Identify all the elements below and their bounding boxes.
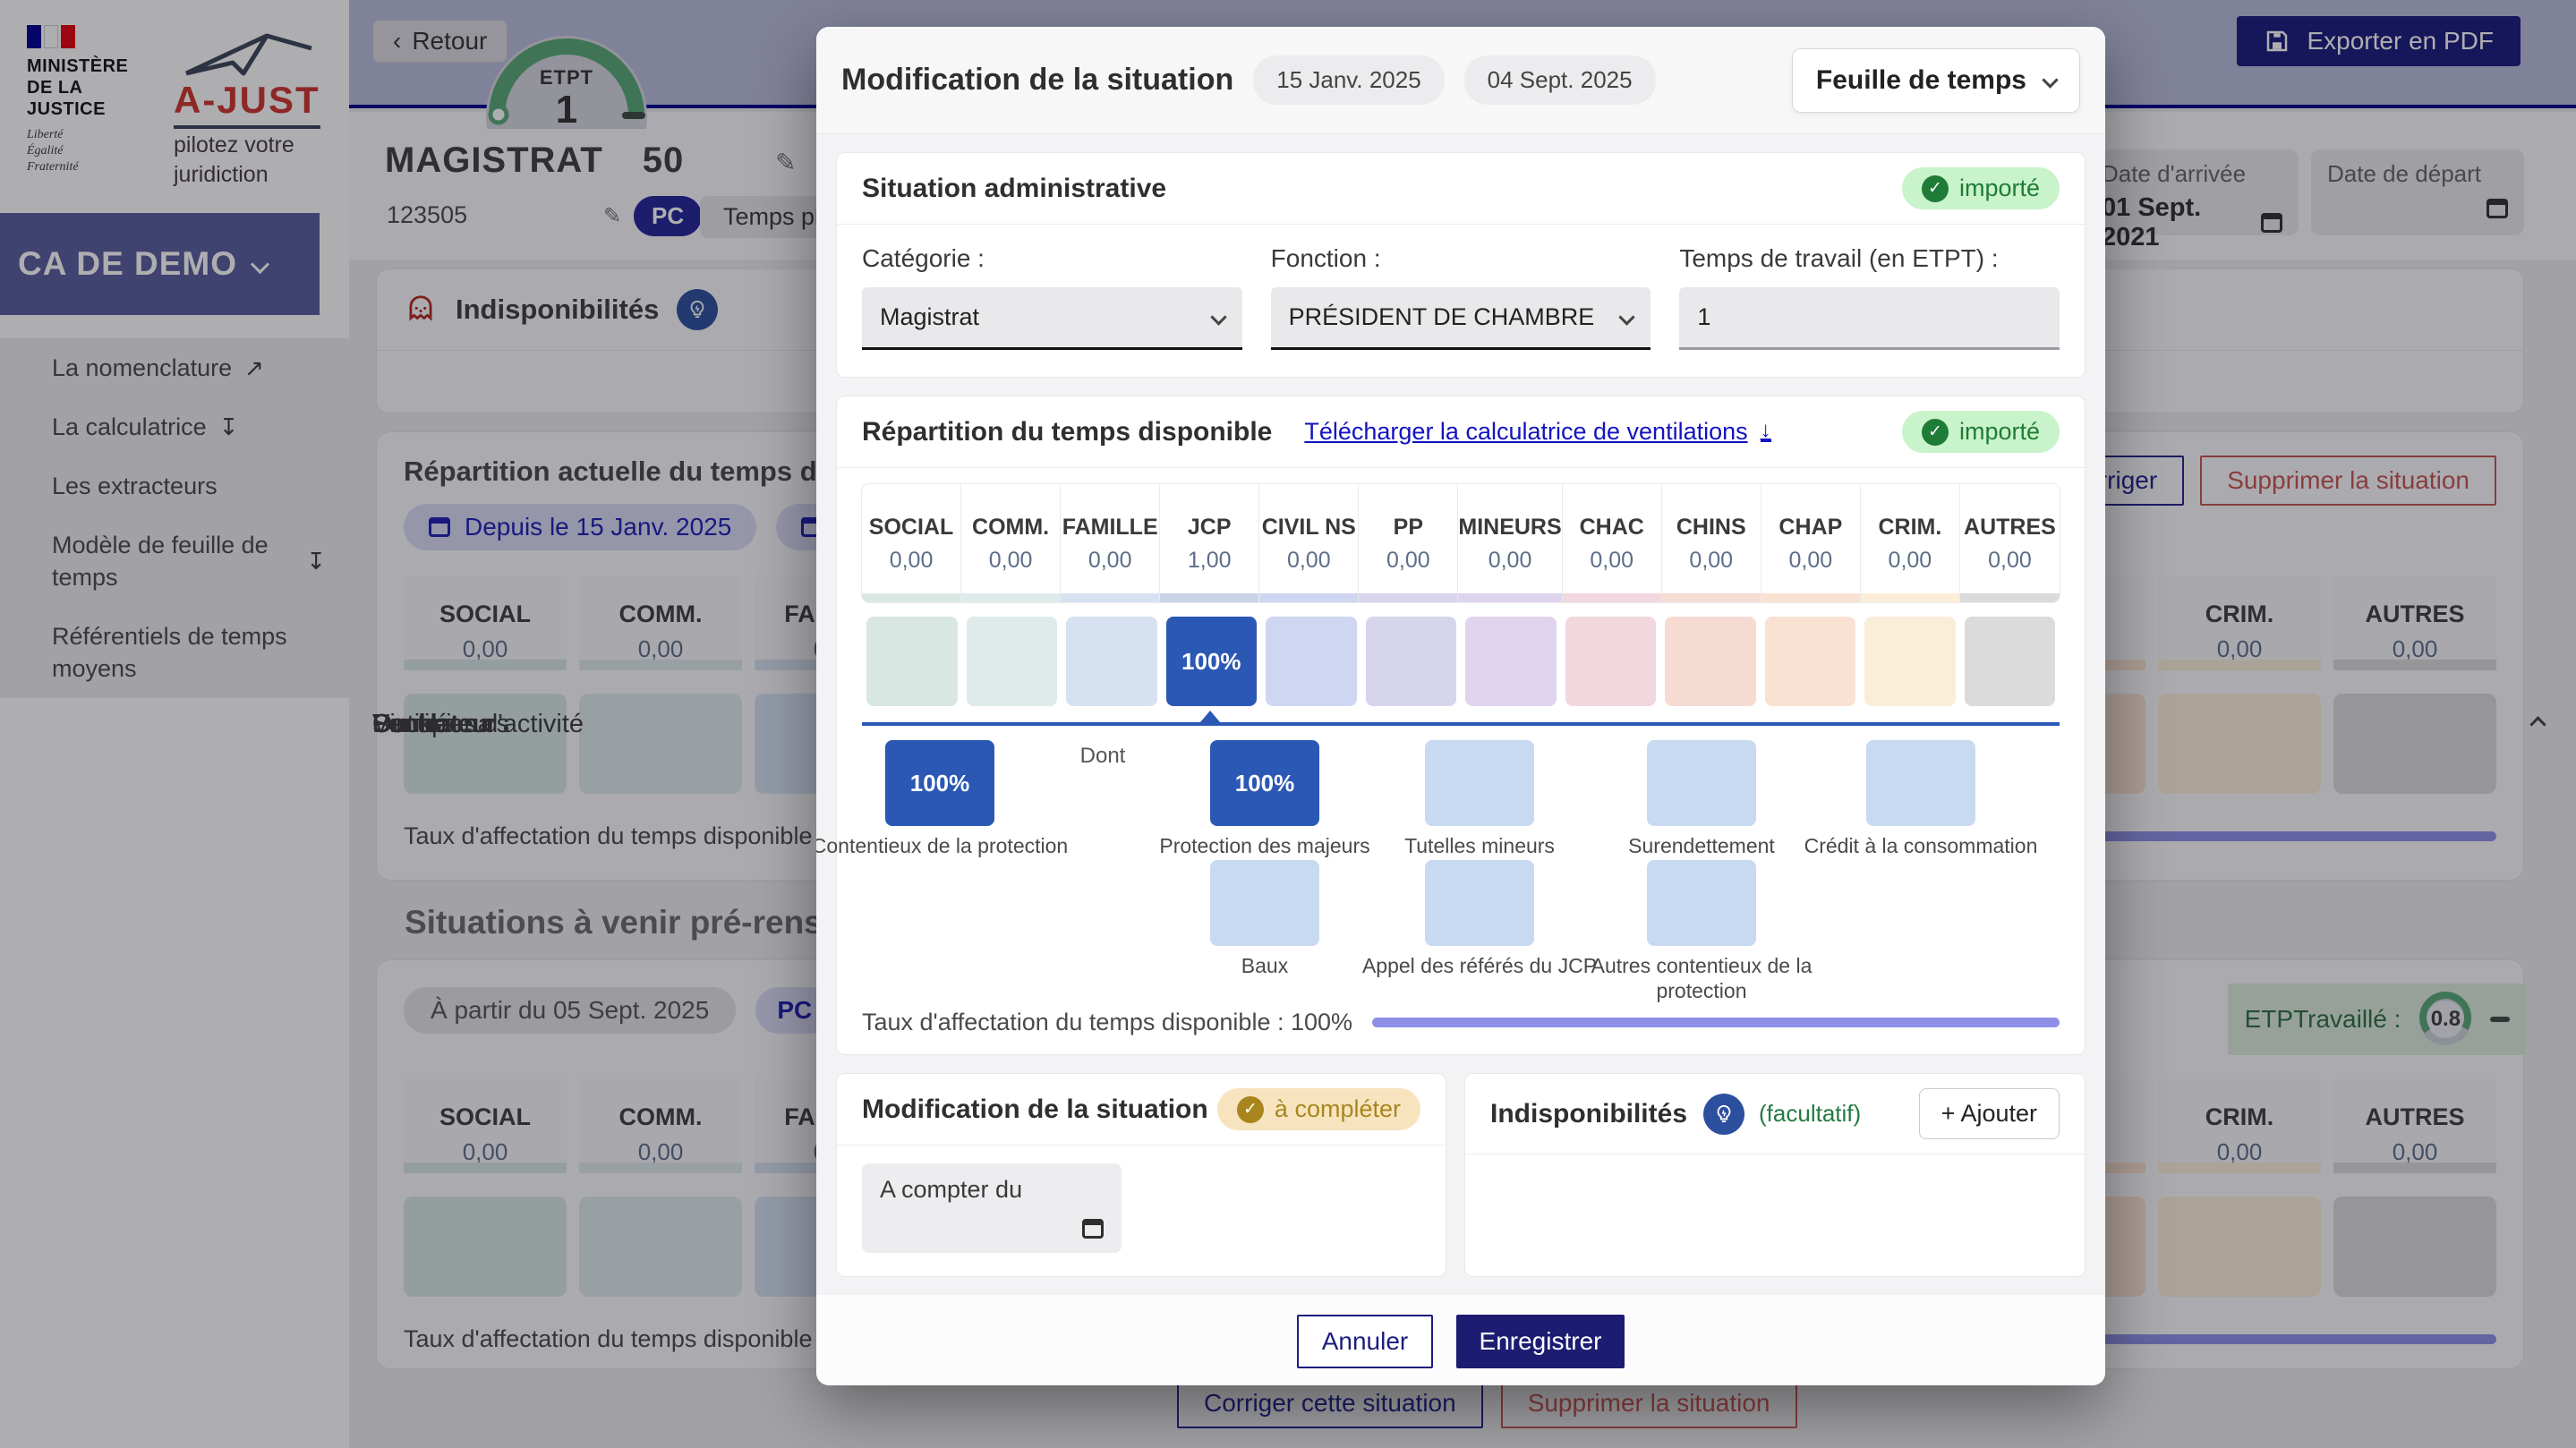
column-color-strip: [1960, 593, 2060, 602]
modal-start-date-chip: 15 Janv. 2025: [1253, 55, 1444, 105]
repartition-column[interactable]: PP 0,00: [1359, 484, 1458, 602]
repartition-card: Répartition du temps disponible Téléchar…: [836, 396, 2086, 1055]
column-color-strip: [1662, 593, 1761, 602]
function-select[interactable]: PRÉSIDENT DE CHAMBRE: [1271, 287, 1651, 350]
download-icon: ↓: [1761, 422, 1771, 442]
situation-card-title: Modification de la situation: [862, 1095, 1208, 1125]
ventilation-box[interactable]: [866, 617, 958, 706]
download-calculator-link[interactable]: Télécharger la calculatrice de ventilati…: [1304, 418, 1770, 446]
repartition-title: Répartition du temps disponible: [862, 417, 1272, 447]
column-color-strip: [1761, 593, 1860, 602]
add-indispo-button[interactable]: + Ajouter: [1919, 1088, 2060, 1139]
column-color-strip: [961, 593, 1060, 602]
category-select[interactable]: Magistrat: [862, 287, 1242, 350]
chevron-down-icon: [2042, 72, 2058, 88]
repartition-column[interactable]: FAMILLE 0,00: [1061, 484, 1160, 602]
column-color-strip: [1563, 593, 1661, 602]
to-complete-badge: ✓ à compléter: [1217, 1088, 1420, 1130]
check-icon: ✓: [1237, 1096, 1264, 1123]
ventilation-boxes-row: 100%: [862, 617, 2060, 706]
edit-situation-modal: Modification de la situation 15 Janv. 20…: [816, 27, 2105, 1385]
column-color-strip: [1458, 593, 1561, 602]
check-icon: ✓: [1922, 175, 1949, 202]
sub-ventilation-label: Crédit à la consommation: [1787, 833, 2055, 858]
repartition-column[interactable]: COMM. 0,00: [961, 484, 1061, 602]
admin-situation-card: Situation administrative ✓ importé Catég…: [836, 152, 2086, 378]
effective-date-input[interactable]: A compter du: [862, 1163, 1122, 1253]
column-color-strip: [862, 593, 960, 602]
cancel-button[interactable]: Annuler: [1297, 1315, 1433, 1368]
repartition-column[interactable]: CRIM. 0,00: [1861, 484, 1960, 602]
optional-hint: (facultatif): [1759, 1100, 1861, 1128]
triangle-up-icon: [1200, 711, 1220, 722]
worktime-label: Temps de travail (en ETPT) :: [1679, 244, 2060, 273]
info-bulb-icon[interactable]: [1703, 1094, 1744, 1135]
sub-ventilation-area: Dont 100% Contentieux de la protection 1…: [862, 728, 2060, 996]
situation-edit-card: Modification de la situation ✓ à complét…: [836, 1073, 1446, 1277]
repartition-column[interactable]: CHAC 0,00: [1563, 484, 1662, 602]
ventilation-box[interactable]: 100%: [1166, 617, 1258, 706]
function-label: Fonction :: [1271, 244, 1651, 273]
check-icon: ✓: [1922, 419, 1949, 446]
ventilation-box[interactable]: [1864, 617, 1956, 706]
admin-card-title: Situation administrative: [862, 174, 1166, 204]
save-button[interactable]: Enregistrer: [1456, 1315, 1625, 1368]
repartition-column[interactable]: MINEURS 0,00: [1458, 484, 1562, 602]
repartition-column[interactable]: AUTRES 0,00: [1960, 484, 2060, 602]
category-label: Catégorie :: [862, 244, 1242, 273]
chevron-down-icon: [1210, 309, 1226, 325]
imported-badge: ✓ importé: [1902, 411, 2060, 453]
modal-title: Modification de la situation: [841, 63, 1233, 98]
column-color-strip: [1359, 593, 1457, 602]
ventilation-box[interactable]: [1465, 617, 1557, 706]
repartition-column[interactable]: CHINS 0,00: [1662, 484, 1761, 602]
sub-ventilation-box[interactable]: 100%: [885, 740, 994, 826]
repartition-column[interactable]: CHAP 0,00: [1761, 484, 1861, 602]
chevron-down-icon: [1619, 309, 1635, 325]
column-color-strip: [1259, 593, 1358, 602]
ventilation-box[interactable]: [1765, 617, 1856, 706]
modal-rate-label: Taux d'affectation du temps disponible :…: [862, 1009, 1352, 1036]
calendar-icon[interactable]: [1082, 1219, 1104, 1239]
sub-ventilation-label: Autres contentieux de la protection: [1567, 953, 1836, 1003]
sub-ventilation-box[interactable]: [1866, 740, 1975, 826]
ventilation-box[interactable]: [1665, 617, 1756, 706]
ventilation-box[interactable]: [1565, 617, 1657, 706]
modal-end-date-chip: 04 Sept. 2025: [1464, 55, 1656, 105]
ventilation-box[interactable]: [1266, 617, 1357, 706]
sub-ventilation-box[interactable]: [1647, 860, 1756, 946]
ventilation-box[interactable]: [1366, 617, 1457, 706]
column-color-strip: [1160, 593, 1258, 602]
worktime-input[interactable]: 1: [1679, 287, 2060, 350]
column-color-strip: [1061, 593, 1159, 602]
repartition-column[interactable]: JCP 1,00: [1160, 484, 1259, 602]
ventilation-box[interactable]: [1965, 617, 2056, 706]
modal-indispo-card: Indisponibilités (facultatif) + Ajouter: [1464, 1073, 2086, 1277]
modal-indispo-title: Indisponibilités: [1490, 1099, 1687, 1129]
view-mode-dropdown[interactable]: Feuille de temps: [1792, 48, 2080, 113]
sub-ventilation-box[interactable]: [1210, 860, 1319, 946]
sub-ventilation-box[interactable]: [1425, 860, 1534, 946]
sub-ventilation-box[interactable]: [1647, 740, 1756, 826]
selected-column-indicator: [862, 722, 2060, 726]
repartition-header-row: SOCIAL 0,00 COMM. 0,00 FAMILLE 0,00 JCP …: [862, 484, 2060, 602]
repartition-column[interactable]: SOCIAL 0,00: [862, 484, 961, 602]
imported-badge: ✓ importé: [1902, 167, 2060, 209]
sub-ventilation-label: Contentieux de la protection: [816, 833, 1074, 858]
column-color-strip: [1861, 593, 1959, 602]
modal-rate-bar: [1372, 1018, 2060, 1027]
sub-ventilation-box[interactable]: [1425, 740, 1534, 826]
ventilation-box[interactable]: [967, 617, 1058, 706]
dont-label: Dont: [1080, 744, 1126, 769]
repartition-column[interactable]: CIVIL NS 0,00: [1259, 484, 1359, 602]
sub-ventilation-box[interactable]: 100%: [1210, 740, 1319, 826]
ventilation-box[interactable]: [1066, 617, 1157, 706]
